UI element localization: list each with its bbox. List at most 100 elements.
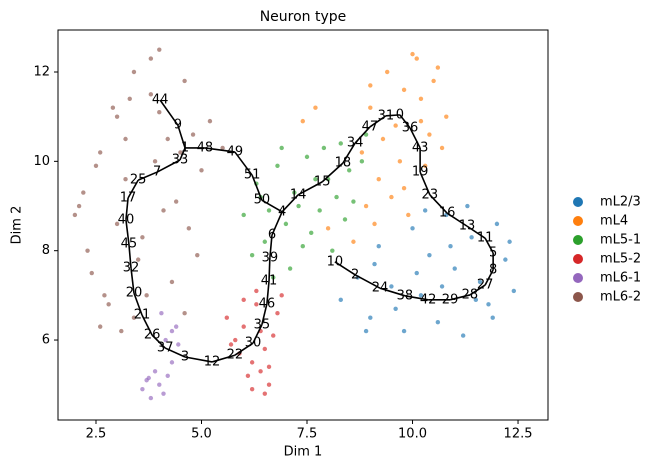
node-label: 46 — [259, 296, 276, 311]
node-label: 11 — [477, 231, 494, 246]
point — [304, 154, 310, 160]
node-label: 13 — [459, 219, 476, 234]
chart-title: Neuron type — [260, 9, 347, 25]
point — [220, 145, 225, 151]
point — [249, 252, 255, 258]
node-label: 6 — [268, 228, 276, 243]
trajectory-edge — [261, 303, 268, 326]
trajectory-edge — [334, 261, 356, 276]
node-label: 49 — [227, 144, 244, 159]
trajectory-edge — [269, 234, 273, 258]
node-label: 5 — [489, 245, 497, 260]
point — [152, 159, 158, 164]
node-label: 28 — [462, 287, 479, 302]
node-label: 10 — [327, 254, 344, 269]
point — [427, 252, 432, 258]
point — [249, 360, 255, 365]
point — [165, 373, 170, 378]
point — [190, 132, 196, 137]
point — [254, 288, 259, 294]
point — [292, 190, 297, 195]
point — [161, 391, 166, 396]
point — [338, 297, 343, 303]
trajectory-edge — [419, 171, 431, 196]
point — [363, 328, 369, 334]
node-label: 27 — [477, 278, 494, 293]
x-tick-label: 5.0 — [191, 427, 212, 442]
point — [140, 235, 145, 240]
point — [503, 257, 508, 262]
node-label: 7 — [153, 165, 161, 180]
trajectory-edge — [469, 284, 486, 296]
node-label: 35 — [254, 317, 271, 332]
node-label: 26 — [144, 328, 161, 343]
point — [460, 333, 466, 338]
trajectory-edge — [159, 99, 179, 126]
point — [148, 56, 154, 61]
point — [131, 69, 137, 75]
point — [300, 118, 305, 124]
legend-swatch — [573, 216, 583, 226]
point — [266, 208, 272, 213]
legend-label: mL4 — [600, 214, 628, 229]
point — [262, 391, 268, 396]
point — [135, 257, 141, 262]
point — [89, 270, 94, 276]
node-label: 23 — [422, 187, 439, 202]
point — [123, 136, 128, 142]
trajectory-edge — [354, 274, 381, 289]
node-label: 19 — [412, 165, 429, 180]
point — [368, 315, 373, 320]
point — [444, 114, 449, 119]
node-label: 24 — [372, 281, 389, 296]
trajectory-edge — [266, 280, 270, 304]
point — [376, 177, 381, 182]
node-label: 3 — [181, 350, 189, 365]
point — [410, 226, 415, 231]
trajectory-edge — [252, 324, 263, 344]
point — [321, 145, 327, 151]
point — [342, 217, 348, 222]
point — [473, 297, 479, 303]
point — [309, 230, 314, 236]
point — [376, 244, 381, 249]
point — [266, 382, 272, 387]
legend-swatch — [573, 254, 583, 264]
point — [414, 270, 419, 276]
point — [98, 324, 103, 329]
point — [448, 244, 453, 249]
point — [389, 194, 394, 200]
point — [279, 293, 284, 298]
point — [146, 375, 151, 381]
node-label: 18 — [335, 156, 352, 171]
trajectory-edge — [204, 147, 235, 153]
node-label: 36 — [402, 120, 419, 135]
node-label: 34 — [347, 136, 364, 151]
axes-frame — [57, 29, 549, 421]
legend-swatch — [573, 273, 583, 283]
point — [173, 199, 179, 204]
point — [410, 51, 415, 57]
node-label: 1 — [181, 140, 189, 155]
point — [351, 199, 356, 204]
node-label: 14 — [290, 187, 307, 202]
trajectory-edge — [379, 287, 406, 297]
trajectory-edge — [297, 181, 323, 196]
point — [477, 279, 483, 285]
point — [418, 118, 424, 124]
trajectory-edge — [130, 268, 135, 294]
node-label: 20 — [126, 286, 143, 301]
point — [296, 203, 301, 209]
point — [511, 288, 517, 294]
point — [241, 324, 246, 329]
node-label: 38 — [397, 288, 414, 303]
point — [275, 311, 280, 316]
node-label: 31 — [378, 108, 395, 123]
point — [401, 185, 407, 191]
node-label: 42 — [420, 292, 437, 307]
trajectory-edge — [125, 197, 129, 220]
point — [465, 203, 470, 209]
point — [266, 364, 272, 370]
trajectory-edge — [484, 237, 494, 254]
point — [486, 302, 491, 307]
